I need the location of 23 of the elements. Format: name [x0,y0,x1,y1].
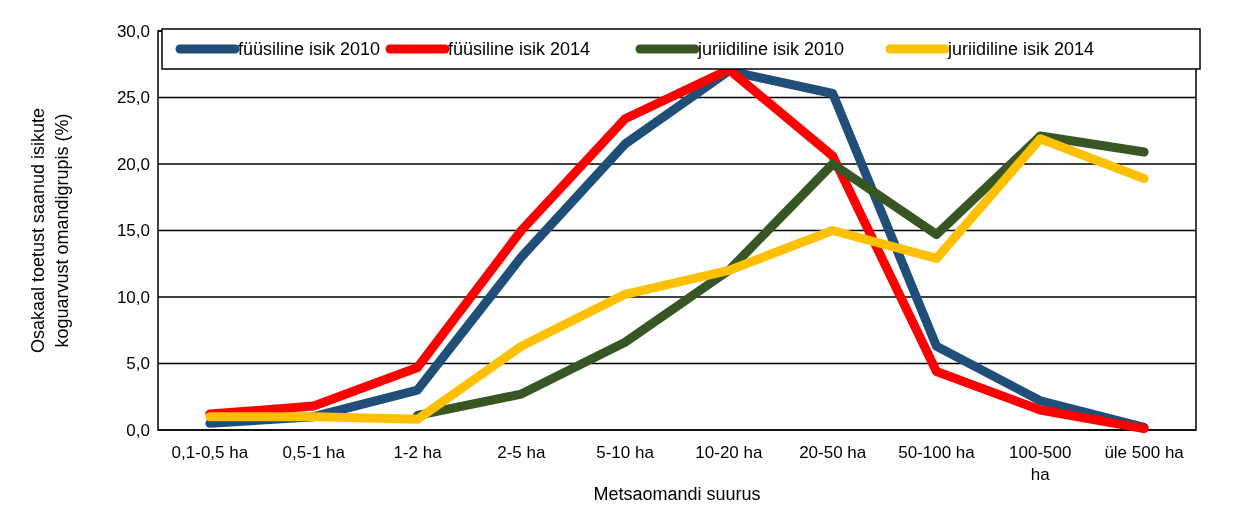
x-tick-label: 10-20 ha [695,443,763,462]
x-tick-label: 50-100 ha [898,443,976,462]
x-tick-label: 0,1-0,5 ha [171,443,249,462]
x-axis-title: Metsaomandi suurus [593,484,761,504]
y-axis-title: Osakaal toetust saanud isikute koguarvust omandigrupis (%) [28,107,72,354]
x-tick-label: 20-50 ha [799,443,867,462]
x-tick-label: 0,5-1 ha [282,443,346,462]
legend-label: juriidiline isik 2010 [697,39,845,60]
x-tick-label: 5-10 ha [596,443,655,462]
y-tick-label: 25,0 [116,88,150,108]
y-tick-label: 0,0 [126,420,150,440]
y-tick-label: 20,0 [116,154,150,174]
y-tick-label: 10,0 [116,287,150,307]
y-tick-label: 30,0 [116,21,150,41]
legend-label: füüsiline isik 2010 [238,39,381,60]
y-tick-label: 15,0 [116,221,150,241]
y-tick-label: 5,0 [126,354,150,374]
legend-label: juriidiline isik 2014 [947,39,1095,60]
x-tick-label: üle 500 ha [1104,443,1185,462]
legend-label: füüsiline isik 2014 [448,39,591,60]
x-tick-label: 2-5 ha [497,443,546,462]
x-tick-label: 100-500 ha [1009,443,1072,484]
x-tick-label: 1-2 ha [393,443,443,462]
